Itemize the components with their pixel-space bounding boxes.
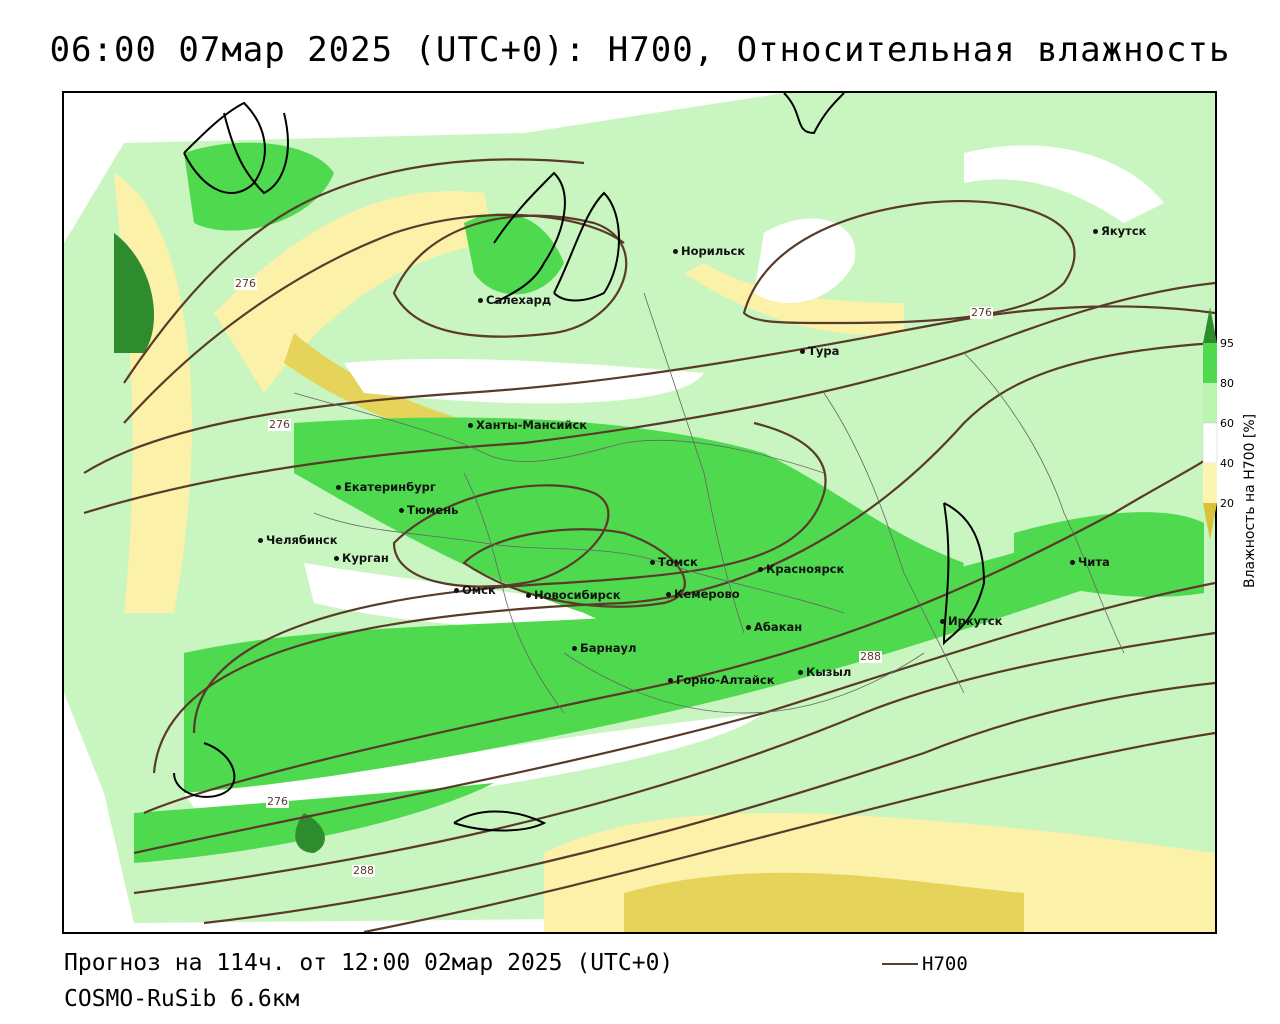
colorbar-segment: [1202, 422, 1218, 464]
colorbar-segment: [1203, 343, 1217, 383]
city-krasnoyarsk: Красноярск: [758, 562, 844, 576]
h700-contours: [83, 158, 1215, 932]
city-tomsk: Томск: [650, 555, 698, 569]
city-barnaul: Барнаул: [572, 641, 636, 655]
colorbar-tick: 40: [1220, 457, 1234, 470]
city-novosibirsk: Новосибирск: [526, 588, 621, 602]
contour-label: 276: [970, 306, 993, 319]
city-kurgan: Курган: [334, 551, 389, 565]
colorbar-tick: 80: [1220, 377, 1234, 390]
city-ekaterinburg: Екатеринбург: [336, 480, 436, 494]
colorbar-segment: [1203, 463, 1217, 503]
city-tyumen: Тюмень: [399, 503, 458, 517]
humidity-field: [64, 93, 1215, 932]
city-gorno-altaysk: Горно-Алтайск: [668, 673, 775, 687]
contour-label: 288: [352, 864, 375, 877]
contour-label: 276: [234, 277, 257, 290]
region-borders: [293, 292, 1125, 714]
humidity-colorbar: 95 80 60 40 20: [1202, 307, 1234, 540]
contour-label: 276: [266, 795, 289, 808]
city-norilsk: Норильск: [673, 244, 745, 258]
moist-band-central: [294, 417, 964, 647]
city-tura: Тура: [800, 344, 839, 358]
colorbar-segment: [1203, 383, 1217, 423]
city-chelyabinsk: Челябинск: [258, 533, 338, 547]
colorbar-bottom-arrow: [1203, 503, 1217, 540]
moist-band-southwest: [184, 523, 1164, 793]
dry-band-south-dark: [624, 872, 1024, 932]
colorbar-tick: 60: [1220, 417, 1234, 430]
forecast-info: Прогноз на 114ч. от 12:00 02мар 2025 (UT…: [64, 950, 674, 976]
city-omsk: Омск: [454, 583, 496, 597]
colorbar-tick: 95: [1220, 337, 1234, 350]
colorbar-title: Влажность на H700 [%]: [1240, 330, 1266, 590]
city-salekhard: Салехард: [478, 293, 551, 307]
city-kyzyl: Кызыл: [798, 665, 851, 679]
colorbar-title-text: Влажность на H700 [%]: [1242, 413, 1258, 588]
city-abakan: Абакан: [746, 620, 802, 634]
h700-legend-line: [882, 963, 918, 965]
h700-legend-label: H700: [922, 953, 968, 975]
map-panel: 276 276 276 276 288 288 Якутск Норильск …: [62, 91, 1217, 934]
city-kemerovo: Кемерово: [666, 587, 740, 601]
map-title: 06:00 07мар 2025 (UTC+0): H700, Относите…: [49, 30, 1231, 70]
colorbar-tick: 20: [1220, 497, 1234, 510]
dry-band-ural: [214, 191, 494, 393]
city-irkutsk: Иркутск: [940, 614, 1002, 628]
city-yakutsk: Якутск: [1093, 224, 1146, 238]
model-name: COSMO-RuSib 6.6км: [64, 986, 300, 1012]
contour-label: 276: [268, 418, 291, 431]
contour-label: 288: [859, 650, 882, 663]
colorbar-top-arrow: [1203, 307, 1217, 343]
city-chita: Чита: [1070, 555, 1110, 569]
city-khanty-mansiysk: Ханты-Мансийск: [468, 418, 587, 432]
